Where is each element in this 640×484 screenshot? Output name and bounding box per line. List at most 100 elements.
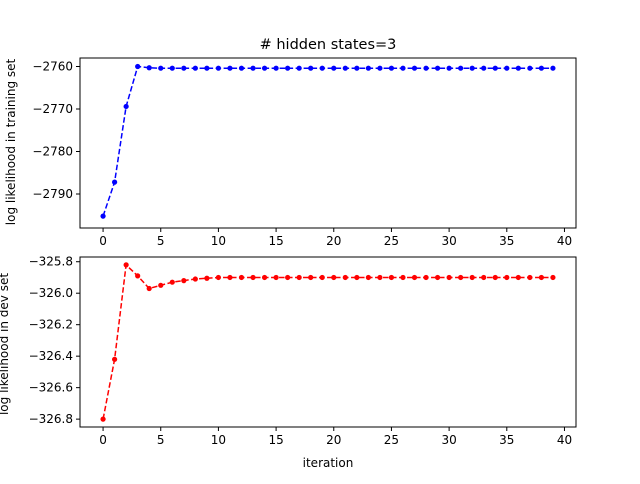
training-data-point [181, 65, 187, 71]
training-data-point [331, 65, 337, 71]
dev-data-point [135, 273, 141, 279]
dev-data-point [227, 274, 233, 281]
dev-data-point [192, 276, 198, 282]
training-y-tick-label: −2790 [32, 187, 73, 201]
training-data-point [504, 65, 510, 71]
training-data-point [319, 65, 325, 71]
dev-x-tick-label: 40 [557, 433, 572, 447]
dev-y-tick-label: −325.8 [29, 255, 73, 269]
dev-data-point [285, 274, 291, 281]
dev-data-point [331, 274, 337, 281]
dev-x-tick-label: 10 [211, 433, 226, 447]
dev-data-point [181, 278, 187, 284]
training-data-point [158, 65, 164, 71]
dev-axes-frame [79, 256, 577, 428]
training-data-point [481, 65, 487, 71]
training-data-point [411, 65, 418, 71]
dev-subplot: log likelihood in dev set iteration 0 5 10… [0, 255, 577, 470]
dev-data-point [527, 274, 533, 281]
training-series-line [102, 65, 553, 217]
dev-data-point [204, 275, 210, 281]
training-data-point [215, 65, 222, 71]
training-series [100, 63, 556, 219]
dev-data-point [492, 274, 498, 281]
dev-data-point [342, 274, 348, 281]
dev-data-point [481, 274, 487, 281]
dev-data-point [365, 274, 371, 281]
training-ticks: 0 5 10 15 20 25 30 35 40 −2790 −2780 −2770 −2760 [32, 60, 572, 249]
training-y-tick-label: −2770 [32, 102, 73, 116]
dev-data-point [400, 274, 406, 281]
training-data-point [238, 65, 245, 71]
dev-data-point [423, 274, 429, 281]
training-data-point [123, 103, 129, 110]
training-data-point [469, 65, 475, 71]
dev-y-tick-label: −326.4 [29, 349, 73, 363]
dev-y-axis-label: log likelihood in dev set [0, 273, 11, 415]
training-data-point [285, 65, 291, 71]
training-subplot: # hidden states=3 log likelihood in trai… [4, 37, 577, 249]
training-data-point [273, 65, 279, 71]
training-data-point [434, 65, 441, 71]
training-x-tick-label: 35 [499, 234, 514, 248]
training-x-tick-label: 30 [441, 234, 456, 248]
dev-x-tick-label: 5 [157, 433, 165, 447]
training-data-point [400, 65, 406, 71]
training-x-tick-label: 10 [211, 234, 226, 248]
training-data-point [354, 65, 360, 71]
training-data-point [492, 65, 498, 71]
training-data-point [112, 179, 118, 185]
training-data-point [550, 65, 556, 71]
dev-x-tick-label: 15 [268, 433, 283, 447]
dev-data-point [550, 274, 556, 281]
training-data-point [169, 65, 175, 71]
dev-data-point [515, 274, 521, 281]
dev-x-axis-label: iteration [303, 456, 354, 470]
dev-data-point [123, 262, 129, 268]
training-y-axis-label: log likelihood in training set [4, 58, 18, 225]
training-data-point [458, 65, 464, 71]
dev-data-point [112, 356, 118, 362]
dev-data-point [377, 274, 383, 281]
dev-data-point [538, 274, 544, 281]
dev-x-tick-label: 0 [99, 433, 107, 447]
training-data-point [423, 65, 429, 71]
dev-data-point [469, 274, 475, 281]
dev-data-point [411, 274, 418, 281]
training-data-point [527, 65, 533, 71]
dev-data-point [273, 274, 279, 281]
dev-y-tick-label: −326.0 [29, 286, 73, 300]
dev-data-point [169, 279, 175, 285]
training-data-point [135, 63, 141, 70]
dev-data-point [100, 416, 106, 422]
training-data-point [227, 65, 233, 71]
training-data-point [388, 65, 395, 71]
dev-data-point [158, 282, 164, 288]
training-x-tick-label: 0 [99, 234, 107, 248]
dev-data-point [146, 285, 152, 292]
training-data-point [515, 65, 521, 71]
dev-data-point [434, 274, 441, 281]
dev-data-point [296, 274, 302, 281]
training-data-point [365, 65, 371, 71]
dev-data-point [250, 274, 256, 281]
dev-data-point [504, 274, 510, 281]
training-data-point [538, 65, 544, 71]
dev-data-point [308, 274, 314, 281]
dev-x-tick-label: 30 [441, 433, 456, 447]
dev-x-tick-label: 20 [326, 433, 341, 447]
training-chart-title: # hidden states=3 [260, 37, 397, 53]
training-data-point [308, 65, 314, 71]
dev-ticks: 0 5 10 15 20 25 30 35 40 −326.8 −326.6 −326.4 −326.2… [29, 255, 573, 447]
training-data-point [146, 65, 152, 71]
training-x-tick-label: 20 [326, 234, 341, 248]
training-data-point [204, 65, 210, 71]
dev-data-point [458, 274, 464, 281]
training-y-tick-label: −2760 [32, 60, 73, 74]
training-data-point [250, 65, 256, 71]
training-data-point [100, 213, 106, 219]
training-data-point [261, 65, 268, 71]
training-axes-frame [79, 57, 577, 229]
